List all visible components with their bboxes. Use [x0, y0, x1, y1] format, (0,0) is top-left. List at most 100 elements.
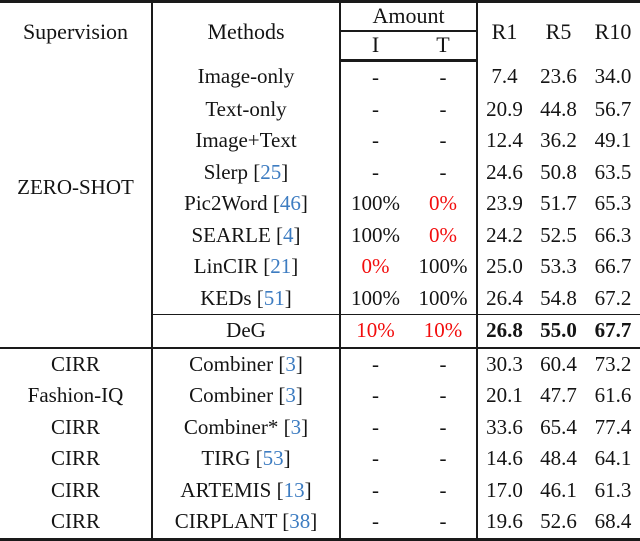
- header-r10: R10: [594, 18, 632, 44]
- r1-cell: 20.1: [486, 383, 523, 408]
- r5-cell: 36.2: [540, 128, 577, 153]
- method-name: Slerp: [203, 159, 249, 184]
- r5-cell: 55.0: [531, 314, 586, 348]
- r5-cell: 48.4: [540, 446, 577, 471]
- r1-cell: 12.4: [486, 128, 523, 153]
- r10-cell: 61.6: [594, 383, 632, 408]
- r10-cell: 67.2: [594, 285, 632, 310]
- r5-cell: 52.6: [540, 509, 577, 534]
- cite-bracket-open: [: [270, 222, 284, 247]
- supervision-cell: ZERO-SHOT: [0, 60, 153, 315]
- method-cell: Image-only: [152, 60, 341, 94]
- amount-t-cell: 0%: [410, 219, 478, 251]
- table-row: CIRR Combiner* [3] - - 33.6 65.4 77.4: [0, 411, 640, 443]
- citation-link[interactable]: 3: [285, 351, 296, 376]
- citation-link[interactable]: 51: [263, 285, 285, 310]
- r5-cell: 65.4: [540, 414, 577, 439]
- table-row: Image+Text - - 12.4 36.2 49.1: [0, 125, 640, 157]
- cite-bracket-close: ]: [301, 414, 309, 439]
- method-cell: DeG: [152, 314, 341, 348]
- citation-link[interactable]: 21: [270, 254, 292, 279]
- cite-bracket-close: ]: [284, 285, 292, 310]
- cite-bracket-open: [: [273, 351, 286, 376]
- method-name: KEDs: [200, 285, 252, 310]
- method-name: SEARLE: [191, 222, 271, 247]
- r10-cell: 64.1: [594, 446, 632, 471]
- amount-i-cell: -: [372, 446, 379, 471]
- r5-cell: 47.7: [540, 383, 577, 408]
- method-cell: Combiner [3]: [152, 380, 341, 412]
- method-name: TIRG: [201, 446, 251, 471]
- method-cell: Text-only: [152, 93, 341, 125]
- header-amount-i: I: [340, 31, 410, 62]
- table-row: Fashion-IQ Combiner [3] - - 20.1 47.7 61…: [0, 380, 640, 412]
- r5-cell: 60.4: [531, 346, 586, 380]
- cite-bracket-open: [: [267, 191, 280, 216]
- method-name: Combiner*: [183, 414, 279, 439]
- r1-cell: 7.4: [491, 64, 518, 89]
- table-row: Slerp [25] - - 24.6 50.8 63.5: [0, 156, 640, 188]
- citation-link[interactable]: 13: [283, 477, 305, 502]
- cite-bracket-open: [: [250, 446, 263, 471]
- header-supervision: Supervision: [0, 1, 153, 61]
- citation-link[interactable]: 53: [262, 446, 284, 471]
- citation-link[interactable]: 46: [279, 191, 301, 216]
- method-name: LinCIR: [193, 254, 258, 279]
- amount-i-cell: -: [372, 96, 379, 121]
- table-row: ZERO-SHOT Image-only - - 7.4 23.6 34.0: [0, 60, 640, 315]
- table-row: SEARLE [4] 100% 0% 24.2 52.5 66.3: [0, 219, 640, 251]
- amount-t-cell: -: [410, 506, 478, 539]
- method-cell: Combiner* [3]: [152, 411, 341, 443]
- header-methods: Methods: [152, 1, 341, 61]
- cite-bracket-open: [: [257, 254, 271, 279]
- r5-cell: 46.1: [540, 477, 577, 502]
- supervision-cell: [0, 314, 153, 348]
- cite-bracket-close: ]: [300, 191, 308, 216]
- amount-i-cell: -: [340, 346, 410, 380]
- amount-i-cell: -: [372, 128, 379, 153]
- r5-cell: 53.3: [540, 254, 577, 279]
- r1-cell: 19.6: [486, 509, 523, 534]
- r10-cell: 66.3: [594, 222, 632, 247]
- supervision-cell: CIRR: [0, 474, 153, 506]
- method-name: Pic2Word: [184, 191, 268, 216]
- amount-i-cell: -: [372, 509, 379, 534]
- method-cell: LinCIR [21]: [152, 251, 341, 283]
- method-cell: CIRPLANT [38]: [152, 506, 341, 539]
- supervision-cell: CIRR: [0, 443, 153, 475]
- cite-bracket-close: ]: [310, 509, 318, 534]
- amount-t-cell: -: [410, 125, 478, 157]
- r10-cell: 49.1: [594, 128, 632, 153]
- amount-i-cell: 100%: [351, 191, 400, 216]
- table-row: CIRR CIRPLANT [38] - - 19.6 52.6 68.4: [0, 506, 640, 539]
- header-amount: Amount: [340, 1, 478, 32]
- r5-cell: 44.8: [540, 96, 577, 121]
- method-cell: Combiner [3]: [152, 346, 341, 380]
- method-cell: Image+Text: [152, 125, 341, 157]
- r1-cell: 30.3: [477, 346, 531, 380]
- r1-cell: 24.6: [486, 159, 523, 184]
- amount-t-cell: -: [410, 380, 478, 412]
- r1-cell: 25.0: [486, 254, 523, 279]
- supervision-cell: CIRR: [0, 506, 153, 539]
- citation-link[interactable]: 3: [290, 414, 302, 439]
- r5-cell: 50.8: [540, 159, 577, 184]
- citation-link[interactable]: 4: [283, 222, 294, 247]
- amount-t-cell: -: [410, 474, 478, 506]
- cite-bracket-close: ]: [283, 446, 291, 471]
- r5-cell: 52.5: [540, 222, 577, 247]
- r1-cell: 20.9: [486, 96, 523, 121]
- supervision-cell: CIRR: [0, 346, 153, 380]
- r10-cell: 34.0: [594, 64, 632, 89]
- amount-t-cell: -: [410, 443, 478, 475]
- citation-link[interactable]: 38: [289, 509, 311, 534]
- citation-link[interactable]: 3: [285, 383, 296, 408]
- r10-cell: 68.4: [594, 509, 632, 534]
- r1-cell: 33.6: [486, 414, 523, 439]
- method-name: Combiner: [189, 351, 274, 376]
- cite-bracket-close: ]: [295, 383, 303, 408]
- r1-cell: 26.8: [477, 314, 531, 348]
- citation-link[interactable]: 25: [260, 159, 282, 184]
- r1-cell: 23.9: [486, 191, 523, 216]
